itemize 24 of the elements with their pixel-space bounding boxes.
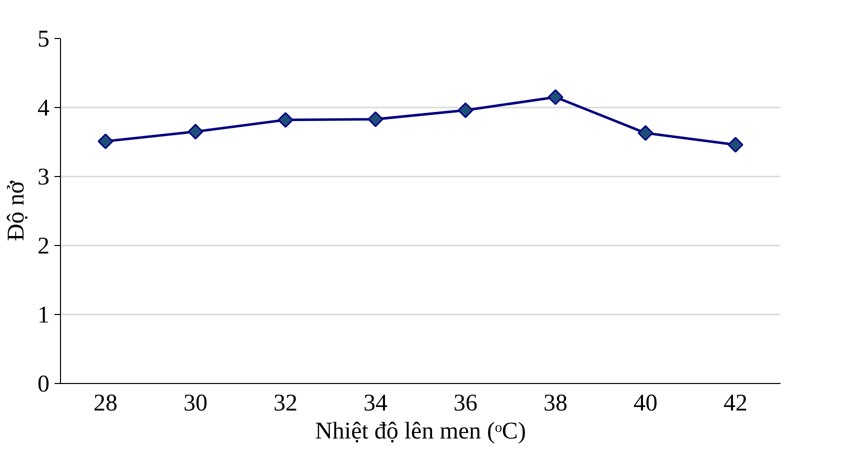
point (278, 112, 294, 128)
y-tick-label: 5 (38, 26, 50, 52)
y-tick-label: 1 (38, 302, 50, 328)
x-tick-label: 30 (184, 390, 208, 416)
x-tick-label: 34 (364, 390, 388, 416)
point (98, 133, 114, 150)
point (548, 89, 564, 105)
point (728, 136, 744, 153)
x-tick-label: 42 (724, 390, 748, 416)
x-tick-label: 36 (454, 390, 478, 416)
x-tick-label: 28 (94, 390, 118, 416)
y-tick-label: 2 (38, 234, 50, 260)
x-axis-title: Nhiệt độ lên men (ᵒC) (315, 418, 526, 444)
y-tick-label: 0 (38, 372, 50, 398)
x-tick-label: 38 (544, 390, 568, 416)
point (188, 124, 204, 140)
y-tick-label: 4 (38, 96, 50, 122)
x-tick-label: 32 (274, 390, 298, 416)
y-tick-label: 3 (38, 164, 50, 190)
x-tick-label: 40 (634, 390, 658, 416)
point (458, 102, 474, 118)
point (368, 111, 384, 128)
point (638, 125, 654, 141)
y-axis-title: Độ nở (4, 180, 30, 242)
